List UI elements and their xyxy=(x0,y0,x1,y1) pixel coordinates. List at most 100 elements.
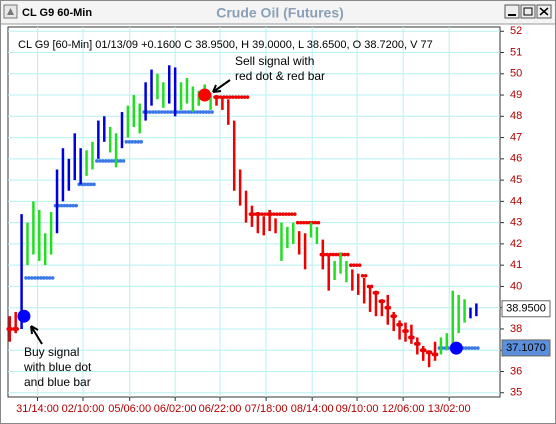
stop-dot xyxy=(109,159,114,163)
stop-dot xyxy=(470,346,474,350)
stop-dot xyxy=(289,212,294,216)
stop-dot xyxy=(207,110,211,114)
stop-dot xyxy=(39,276,43,280)
signal-dot xyxy=(17,309,31,323)
window-title: CL G9 60-Min xyxy=(22,7,92,19)
stop-dot xyxy=(30,276,34,280)
stop-dot xyxy=(334,252,338,257)
stop-dot xyxy=(98,159,102,163)
x-tick-label: 06/02:00 xyxy=(154,403,197,415)
window-buttons xyxy=(504,4,552,19)
stop-dot xyxy=(352,263,356,267)
annotation: and blue bar xyxy=(24,375,91,389)
stop-dot xyxy=(151,110,155,114)
stop-dot xyxy=(301,220,306,225)
stop-dot xyxy=(24,276,28,280)
y-tick-label: 47 xyxy=(510,131,522,143)
stop-dot xyxy=(165,110,170,114)
y-tick-label: 43 xyxy=(510,217,522,229)
stop-dot xyxy=(41,276,46,280)
stop-dot xyxy=(36,276,40,280)
minimize-button[interactable] xyxy=(504,4,520,19)
stop-dot xyxy=(260,212,265,216)
stop-dot xyxy=(363,273,368,278)
stop-dot xyxy=(287,212,291,216)
y-tick-label: 51 xyxy=(510,46,522,58)
stop-dot xyxy=(160,110,164,114)
y-tick-label: 49 xyxy=(510,89,522,101)
stop-dot xyxy=(124,140,129,144)
stop-dot xyxy=(473,346,477,350)
stop-dot xyxy=(201,110,205,114)
stop-dot xyxy=(127,140,132,144)
stop-dot xyxy=(168,110,173,114)
stop-dot xyxy=(183,110,188,114)
stop-dot xyxy=(354,263,359,267)
stop-dot xyxy=(236,95,241,99)
stop-dot xyxy=(233,95,238,99)
stop-dot xyxy=(476,346,480,350)
stop-dot xyxy=(195,110,200,114)
stop-dot xyxy=(136,140,141,144)
stop-dot xyxy=(92,182,96,187)
y-tick-label: 36 xyxy=(510,365,522,377)
signal-dot xyxy=(449,341,463,355)
stop-dot xyxy=(331,252,335,257)
stop-dot xyxy=(62,203,67,208)
stop-dot xyxy=(298,220,303,225)
stop-dot xyxy=(275,212,279,216)
stop-dot xyxy=(198,110,203,114)
y-tick-label: 40 xyxy=(510,280,522,292)
stop-dot xyxy=(467,346,471,350)
stop-dot xyxy=(292,212,297,216)
stop-dot xyxy=(230,95,235,99)
stop-dot xyxy=(157,110,161,114)
stop-dot xyxy=(177,110,182,114)
stop-dot xyxy=(133,140,138,144)
y-tick-label: 42 xyxy=(510,238,522,250)
plot-area xyxy=(7,26,501,398)
price-label: 37.1070 xyxy=(506,342,546,354)
stop-dot xyxy=(33,276,37,280)
x-tick-label: 31/14:00 xyxy=(16,403,59,415)
stop-dot xyxy=(100,159,105,163)
stop-dot xyxy=(228,95,232,99)
stop-dot xyxy=(281,212,285,216)
y-tick-label: 48 xyxy=(510,110,522,122)
y-tick-label: 45 xyxy=(510,174,522,186)
stop-dot xyxy=(47,276,52,280)
x-tick-label: 13/02:00 xyxy=(428,403,471,415)
stop-dot xyxy=(86,182,90,187)
stop-dot xyxy=(186,110,191,114)
annotation: Sell signal with xyxy=(235,54,314,68)
stop-dot xyxy=(139,140,144,144)
x-tick-label: 02/10:00 xyxy=(62,403,105,415)
maximize-button[interactable] xyxy=(520,4,536,19)
stop-dot xyxy=(89,182,93,187)
stop-dot xyxy=(316,220,321,225)
stop-dot xyxy=(242,95,247,99)
y-tick-label: 50 xyxy=(510,68,522,80)
stop-dot xyxy=(130,140,135,144)
info-line: CL G9 [60-Min] 01/13/09 +0.1600 C 38.950… xyxy=(18,39,433,51)
stop-dot xyxy=(44,276,49,280)
close-glyph xyxy=(539,7,549,16)
annotation: Buy signal xyxy=(24,345,79,359)
stop-dot xyxy=(278,212,282,216)
x-tick-label: 12/06:00 xyxy=(382,403,425,415)
stop-dot xyxy=(225,95,229,99)
stop-dot xyxy=(204,110,208,114)
stop-dot xyxy=(27,276,31,280)
y-tick-label: 35 xyxy=(510,387,522,399)
stop-dot xyxy=(71,203,76,208)
stop-dot xyxy=(210,110,214,114)
maximize-glyph xyxy=(523,7,533,16)
price-label-box xyxy=(501,339,551,357)
signal-dot xyxy=(198,88,212,102)
x-tick-label: 08/14:00 xyxy=(291,403,334,415)
stop-dot xyxy=(148,110,152,114)
stop-dot xyxy=(245,95,250,99)
stop-dot xyxy=(121,159,126,163)
annotation-arrow xyxy=(212,79,231,93)
stop-dot xyxy=(272,212,276,216)
